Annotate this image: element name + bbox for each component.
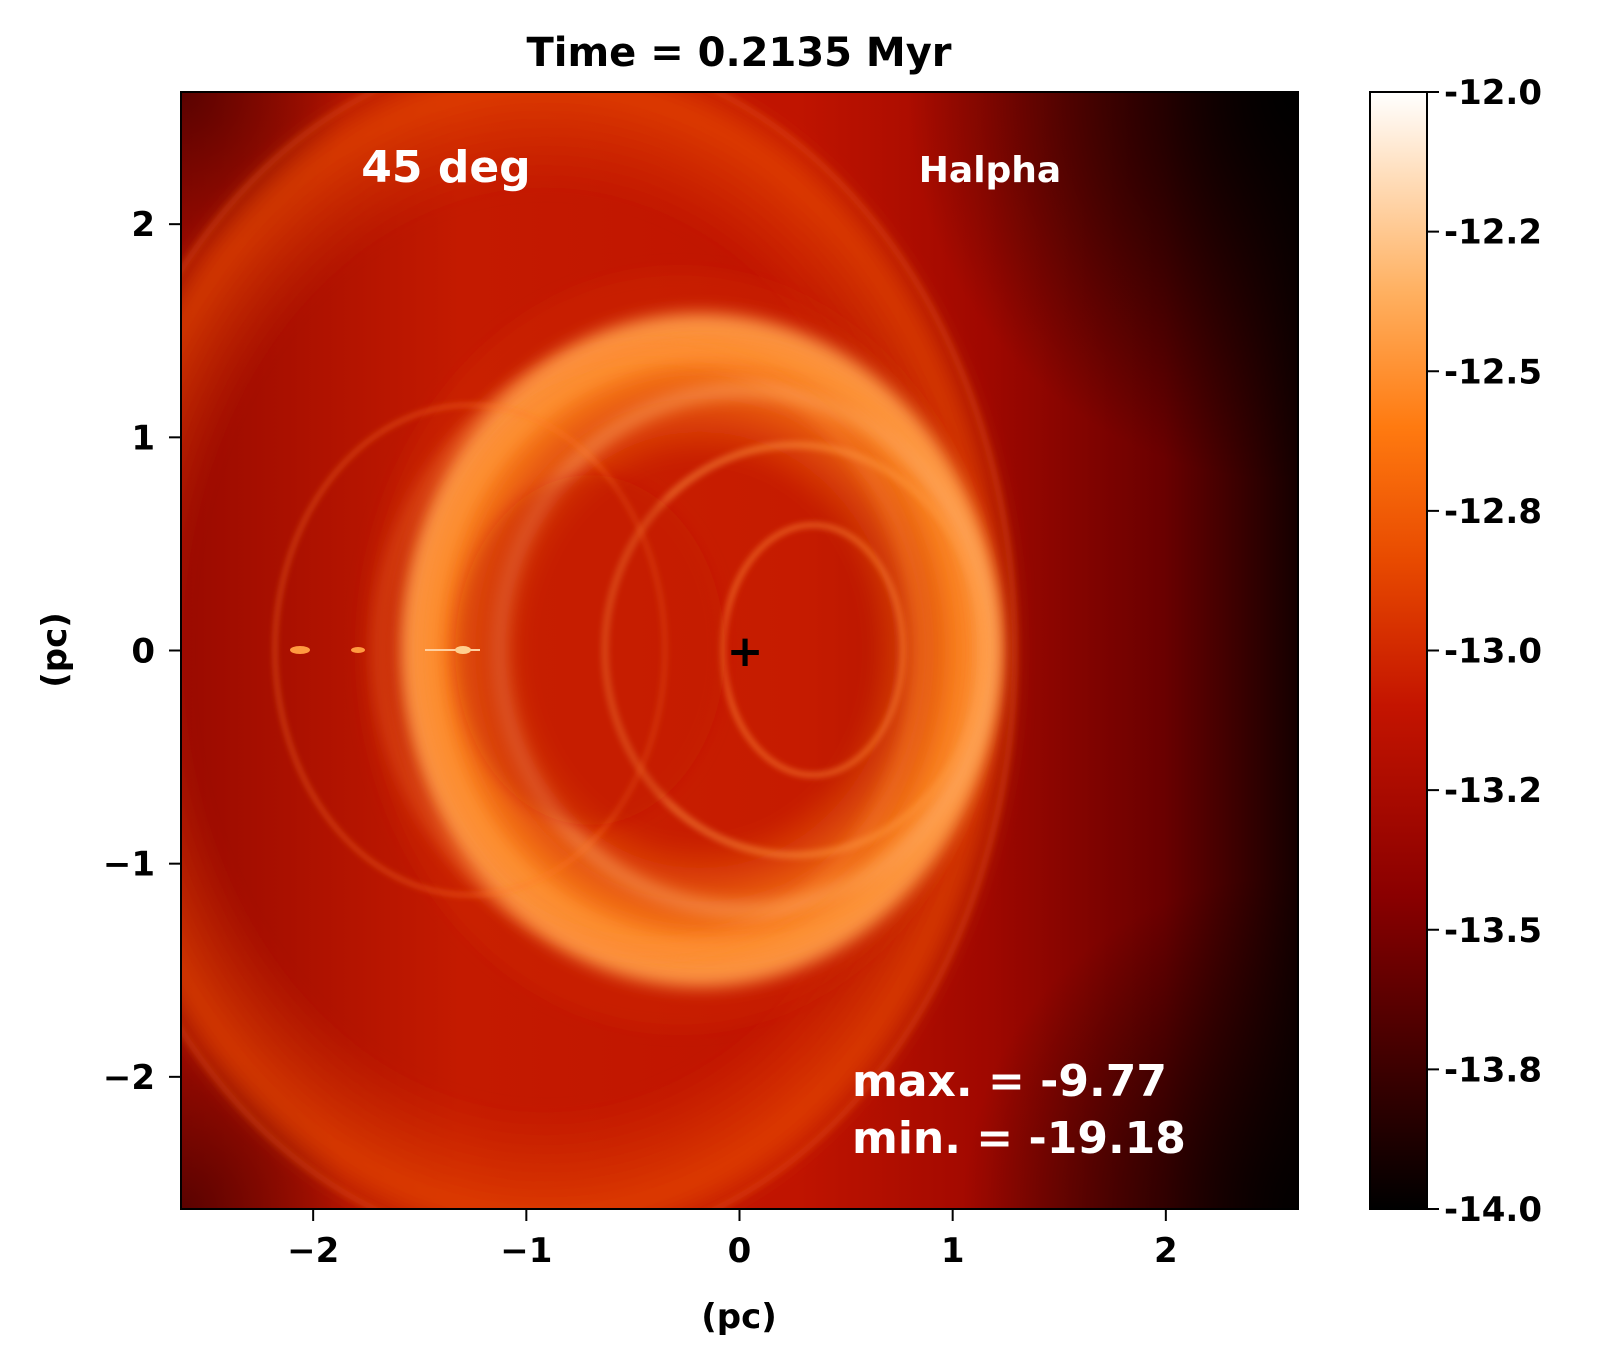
- colorbar-tick-label: -13.8: [1444, 1050, 1542, 1090]
- y-axis-label: (pc): [35, 612, 75, 688]
- x-tick-label: 1: [941, 1231, 965, 1271]
- max-annotation: max. = -9.77: [852, 1056, 1167, 1107]
- x-tick-label: −2: [287, 1231, 339, 1271]
- colorbar-tick-label: -13.2: [1444, 771, 1542, 811]
- angle-annotation: 45 deg: [361, 142, 530, 193]
- min-annotation: min. = -19.18: [852, 1113, 1186, 1164]
- chart-title: Time = 0.2135 Myr: [526, 30, 951, 76]
- x-tick-label: 0: [728, 1231, 752, 1271]
- center-marker: +: [727, 626, 764, 677]
- colorbar-tick-label: -13.5: [1444, 911, 1542, 951]
- colorbar-axis: -12.0 -12.2 -12.5 -12.8 -13.0 -13.2 -13.5 -13.8…: [1427, 73, 1542, 1230]
- x-tick-label: 2: [1154, 1231, 1178, 1271]
- colorbar-tick-label: -13.0: [1444, 632, 1542, 672]
- heatmap-image: [181, 92, 1298, 1209]
- y-tick-label: 2: [131, 205, 155, 245]
- colorbar: [1369, 91, 1428, 1210]
- axis-knots: [290, 646, 480, 654]
- colorbar-tick-label: -12.0: [1444, 73, 1542, 113]
- y-tick-label: −2: [103, 1058, 155, 1098]
- x-axis-label: (pc): [701, 1297, 777, 1337]
- x-tick-label: −1: [500, 1231, 552, 1271]
- y-tick-label: 1: [131, 418, 155, 458]
- y-tick-label: 0: [131, 632, 155, 672]
- line-annotation: Halpha: [919, 150, 1061, 191]
- colorbar-tick-label: -14.0: [1444, 1190, 1542, 1230]
- y-tick-label: −1: [103, 845, 155, 885]
- colorbar-tick-label: -12.5: [1444, 352, 1542, 392]
- y-axis: 2 1 0 −1 −2: [103, 205, 181, 1098]
- colorbar-tick-label: -12.8: [1444, 492, 1542, 532]
- colorbar-tick-label: -12.2: [1444, 213, 1542, 253]
- x-axis: −2 −1 0 1 2: [287, 1209, 1178, 1271]
